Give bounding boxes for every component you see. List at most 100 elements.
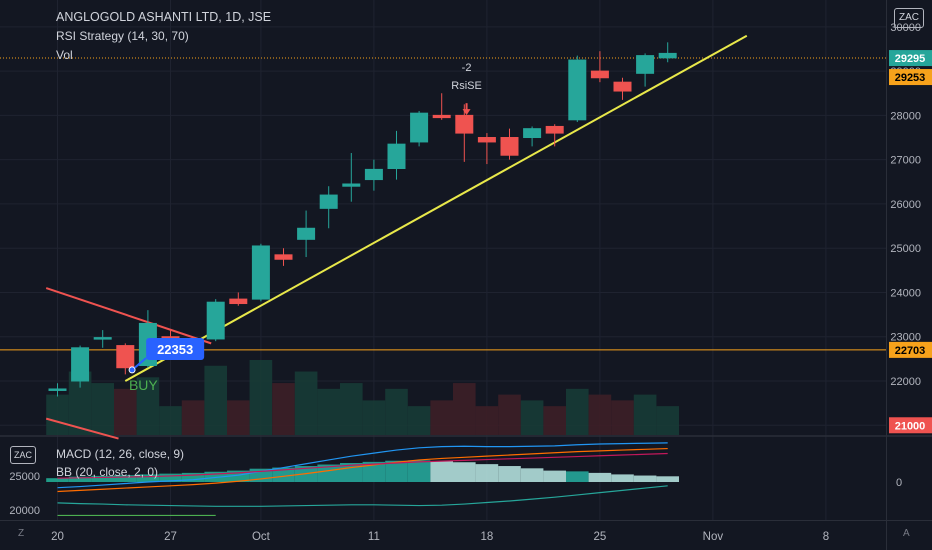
study-volume[interactable]: Vol (56, 48, 73, 62)
candle-body (477, 137, 496, 143)
macd-histogram-bar (385, 460, 408, 482)
volume-bar (136, 377, 160, 435)
macd-histogram-bar (272, 467, 295, 482)
candle-body (206, 301, 225, 340)
macd-tick-label: 25000 (9, 471, 40, 483)
price-badge-label: 29295 (895, 53, 926, 65)
time-tick-label: 25 (594, 531, 607, 543)
auto-scale-toggle[interactable]: A (903, 528, 910, 539)
volume-bar (407, 406, 431, 435)
chart-title: ANGLOGOLD ASHANTI LTD, 1D, JSE (56, 10, 272, 24)
price-tick-label: 26000 (890, 199, 921, 211)
candle-body (93, 337, 112, 340)
price-badge-label: 21000 (895, 420, 926, 432)
candle-body (364, 168, 383, 181)
volume-bar (272, 383, 295, 435)
price-badge (889, 69, 932, 86)
macd-line (57, 442, 668, 489)
macd-histogram-bar (656, 476, 679, 482)
volume-bar (430, 400, 453, 435)
candle-body (116, 345, 135, 369)
entry-price-label: 22353 (157, 342, 193, 357)
macd-tick-label: 0 (896, 477, 902, 489)
candle-body (342, 183, 361, 187)
macd-line (57, 485, 668, 507)
price-tick-label: 24000 (890, 287, 921, 299)
macd-line (57, 447, 668, 493)
candle-body (658, 52, 677, 59)
annotations: 22353 BUY -2 RsiSE (128, 62, 482, 393)
study-macd[interactable]: MACD (12, 26, close, 9) (56, 447, 185, 461)
macd-histogram-bar (181, 472, 205, 482)
candle-body (410, 112, 429, 143)
volume-bar (385, 388, 408, 435)
buy-signal-label: BUY (129, 377, 158, 393)
candle-body (568, 59, 587, 121)
volume-bar (204, 365, 227, 435)
price-tick-label: 25000 (890, 243, 921, 255)
macd-histogram-bar (68, 476, 92, 482)
time-tick-label: Nov (703, 531, 724, 543)
currency-button[interactable]: ZAC (894, 8, 924, 28)
time-tick-label: 8 (823, 531, 829, 543)
volume-bar (520, 400, 544, 435)
trendline (45, 287, 212, 345)
macd-histogram-bar (498, 466, 521, 482)
macd-histogram-bar (453, 462, 476, 482)
volume-bars (46, 360, 679, 435)
volume-bar (453, 383, 476, 435)
time-tick-label: 27 (164, 531, 177, 543)
price-badge (889, 50, 932, 67)
volume-bar (656, 406, 679, 435)
macd-histogram-bar (588, 472, 612, 482)
candle-body (319, 194, 338, 209)
macd-histogram-bar (114, 475, 137, 482)
candle-body (590, 70, 609, 79)
lower-currency-button[interactable]: ZAC (10, 446, 36, 464)
macd-histogram-bar (633, 475, 657, 482)
macd-histogram-bar (136, 474, 160, 482)
volume-bar (227, 400, 250, 435)
macd-histogram-bar (91, 475, 114, 482)
volume-bar (475, 406, 499, 435)
time-tick-label: 11 (368, 531, 380, 543)
candle-body (455, 114, 474, 134)
macd-histogram-bar (430, 461, 453, 482)
macd-line (57, 452, 668, 479)
macd-histogram-bar (543, 470, 566, 482)
volume-bar (91, 383, 114, 435)
macd-pane (46, 442, 679, 517)
volume-bar (294, 371, 318, 435)
price-tick-label: 22000 (890, 376, 921, 388)
macd-histogram-bar (46, 478, 69, 482)
volume-bar (114, 388, 137, 435)
macd-histogram-bar (611, 474, 634, 482)
price-badge-label: 29253 (895, 72, 926, 84)
signal-label: -2 (462, 62, 472, 74)
entry-point (128, 366, 136, 374)
volume-bar (68, 371, 92, 435)
time-tick-label: 20 (51, 531, 64, 543)
price-badge (889, 341, 932, 358)
volume-bar (588, 394, 612, 435)
volume-bar (543, 406, 566, 435)
candle-body (48, 388, 67, 391)
candle-body (274, 254, 293, 260)
candle-body (229, 298, 248, 305)
study-bollinger[interactable]: BB (20, close, 2, 0) (56, 465, 159, 479)
macd-tick-label: 20000 (9, 505, 40, 517)
candle-body (636, 55, 655, 74)
study-rsi-strategy[interactable]: RSI Strategy (14, 30, 70) (56, 29, 189, 43)
volume-bar (566, 388, 589, 435)
candle-body (71, 347, 90, 382)
macd-histogram-bar (362, 461, 386, 482)
volume-bar (46, 394, 69, 435)
macd-histogram-bar (475, 464, 499, 482)
macd-histogram-bar (159, 473, 182, 482)
timezone-toggle[interactable]: Z (18, 528, 25, 539)
candle-body (523, 128, 542, 139)
candle-body (613, 81, 632, 92)
price-badge (889, 417, 932, 434)
